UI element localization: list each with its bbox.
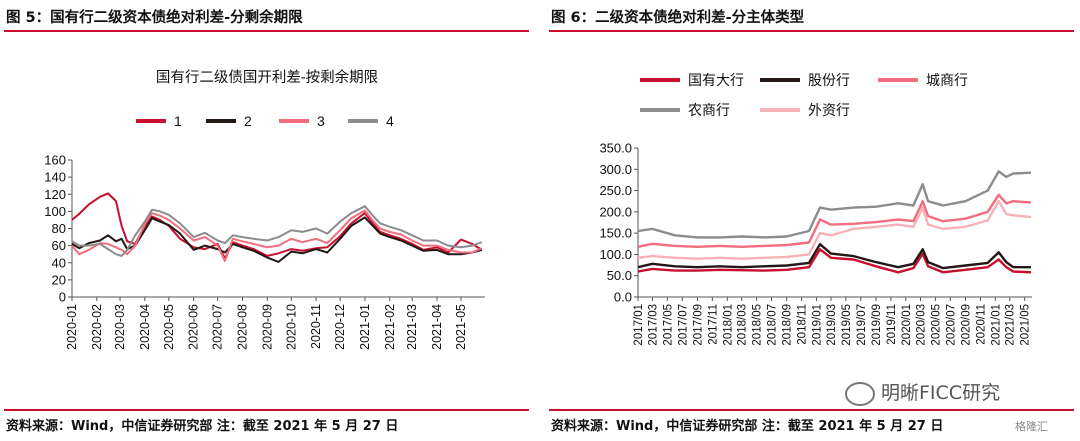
y-tick-label: 200.0 [599, 204, 632, 219]
y-tick-label: 0 [59, 290, 66, 305]
x-tick-label: 2020-06 [187, 304, 201, 350]
chart-panel-2: 图 6：二级资本债绝对利差-分主体类型 国有大行 股份行 城商行农商行 外资行 0.0 5… [545, 0, 1080, 441]
x-tick-label: 2019/03 [826, 304, 838, 346]
y-tick-label: 100 [44, 204, 66, 219]
series-line [71, 205, 483, 257]
x-tick-label: 2017/03 [647, 304, 659, 346]
y-tick-label: 20 [52, 272, 66, 287]
y-tick-label: 160 [44, 153, 66, 168]
x-tick-label: 2017/05 [662, 304, 674, 346]
x-tick-label: 2019/09 [871, 304, 883, 346]
y-tick-label: 150.0 [599, 226, 632, 241]
legend-label: 农商行 [688, 102, 730, 118]
y-tick-label: 60 [52, 238, 66, 253]
x-tick-label: 2017/09 [692, 304, 704, 346]
x-tick-label: 2017/11 [707, 304, 719, 345]
x-tick-label: 2020-09 [260, 304, 274, 350]
x-tick-label: 2020/05 [930, 304, 942, 346]
x-tick-label: 2019/11 [886, 304, 898, 345]
series-line [71, 192, 483, 260]
x-tick-label: 2019/07 [856, 304, 868, 346]
legend-label: 2 [244, 113, 252, 129]
series-line [71, 216, 483, 263]
series-line [637, 242, 1031, 270]
legend-label: 1 [174, 113, 182, 129]
x-tick-label: 2020-11 [309, 304, 323, 349]
x-tick-label: 2020-08 [235, 304, 249, 350]
x-tick-label: 2018/11 [797, 304, 809, 345]
x-tick-label: 2021/01 [990, 304, 1002, 346]
y-tick-label: 300.0 [599, 162, 632, 177]
x-tick-label: 2021-02 [383, 304, 397, 350]
watermark: 明晰FICC研究 [845, 378, 1000, 406]
x-tick-label: 2020-01 [65, 304, 79, 350]
legend-label: 3 [317, 113, 325, 129]
legend-label: 国有大行 [688, 72, 744, 88]
y-tick-label: 350.0 [599, 141, 632, 156]
x-tick-label: 2020-07 [211, 304, 225, 350]
x-tick-label: 2020/01 [901, 304, 913, 346]
x-tick-label: 2020/07 [945, 304, 957, 346]
watermark-small: 格隆汇 [1015, 420, 1048, 433]
y-tick-label: 40 [52, 255, 66, 270]
y-tick-label: 140 [44, 170, 66, 185]
x-tick-label: 2020-10 [284, 304, 298, 350]
top-rule [549, 30, 1074, 32]
wechat-icon [845, 381, 875, 406]
x-tick-label: 2020-12 [333, 304, 347, 350]
series-line [637, 248, 1032, 274]
x-tick-label: 2019/01 [812, 304, 824, 346]
x-tick-label: 2018/07 [767, 304, 779, 346]
x-tick-label: 2017/01 [633, 304, 645, 346]
x-tick-label: 2020-03 [113, 304, 127, 350]
source-note: 资料来源：Wind，中信证券研究部 注：截至 2021 年 5 月 27 日 [551, 419, 944, 434]
series-line [637, 170, 1032, 239]
figure-title: 图 6：二级资本债绝对利差-分主体类型 [551, 10, 805, 26]
legend-label: 外资行 [808, 102, 850, 118]
x-tick-label: 2021/05 [1020, 304, 1032, 346]
x-tick-label: 2020-04 [138, 304, 152, 350]
bottom-rule [4, 409, 529, 411]
y-tick-label: 0.0 [614, 290, 632, 305]
legend-label: 股份行 [808, 72, 850, 88]
x-tick-label: 2021-01 [358, 304, 372, 350]
x-tick-label: 2020-05 [162, 304, 176, 350]
y-tick-label: 250.0 [599, 183, 632, 198]
x-tick-label: 2021/03 [1005, 304, 1017, 346]
x-tick-label: 2018/09 [782, 304, 794, 346]
x-tick-label: 2018/05 [752, 304, 764, 346]
x-tick-label: 2018/01 [722, 304, 734, 346]
legend-label: 4 [386, 113, 394, 129]
x-tick-label: 2020/03 [915, 304, 927, 346]
x-tick-label: 2020-02 [90, 304, 104, 350]
chart-title: 国有行二级债国开利差-按剩余期限 [156, 68, 378, 86]
x-tick-label: 2020/09 [960, 304, 972, 346]
x-tick-label: 2021-05 [454, 304, 468, 350]
x-tick-label: 2021-04 [430, 304, 444, 350]
figure-title: 图 5：国有行二级资本债绝对利差-分剩余期限 [6, 10, 303, 26]
y-tick-label: 100.0 [599, 247, 632, 262]
series-line [637, 199, 1032, 260]
x-tick-label: 2020/11 [975, 304, 987, 345]
y-tick-label: 120 [44, 187, 66, 202]
series-line [637, 193, 1032, 249]
x-tick-label: 2021-03 [405, 304, 419, 350]
x-tick-label: 2019/05 [841, 304, 853, 346]
x-tick-label: 2017/07 [677, 304, 689, 346]
y-tick-label: 80 [52, 221, 66, 236]
bottom-rule [549, 409, 1074, 411]
legend-label: 城商行 [926, 72, 968, 88]
y-tick-label: 50.0 [607, 268, 632, 283]
chart-panel-1: 图 5：国有行二级资本债绝对利差-分剩余期限 国有行二级债国开利差-按剩余期限 1… [0, 0, 535, 441]
x-tick-label: 2018/03 [737, 304, 749, 346]
source-note: 资料来源：Wind，中信证券研究部 注：截至 2021 年 5 月 27 日 [6, 419, 399, 434]
top-rule [4, 30, 529, 32]
